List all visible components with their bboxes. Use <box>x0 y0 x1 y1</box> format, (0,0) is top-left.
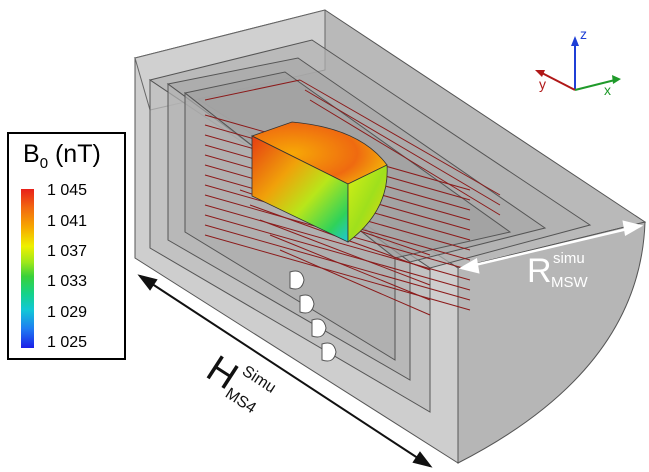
radius-dimension-arrow <box>458 220 644 274</box>
legend-tick-1037: 1 037 <box>47 243 88 260</box>
legend-title: B0 (nT) <box>23 140 101 172</box>
colorbar <box>21 189 34 348</box>
radius-label: R simu MSW <box>527 250 588 291</box>
slot-notches <box>289 270 337 362</box>
x-axis-label: x <box>604 82 611 98</box>
legend-title-unit: (nT) <box>48 140 101 168</box>
legend-tick-1029: 1 029 <box>47 304 88 321</box>
legend-title-sub: 0 <box>39 155 49 172</box>
y-axis-arrow <box>539 71 576 91</box>
radius-label-sup: simu <box>553 250 585 267</box>
radius-label-main: R <box>527 252 552 290</box>
legend-tick-1041: 1 041 <box>47 213 88 230</box>
legend-tick-1033: 1 033 <box>47 273 88 290</box>
legend-title-main: B <box>23 140 40 168</box>
radius-label-sub: MSW <box>551 274 588 291</box>
height-dimension-arrow <box>137 274 433 468</box>
z-axis-label: z <box>580 26 587 42</box>
y-axis-label: y <box>539 76 546 92</box>
legend-tick-1025: 1 025 <box>47 334 88 351</box>
legend-tick-1045: 1 045 <box>47 182 88 199</box>
x-axis-arrow <box>574 79 616 91</box>
color-legend: B0 (nT) 1 045 1 041 1 037 1 033 1 029 1 … <box>7 132 126 360</box>
axis-triad <box>535 36 621 91</box>
field-map-volume <box>250 121 388 243</box>
